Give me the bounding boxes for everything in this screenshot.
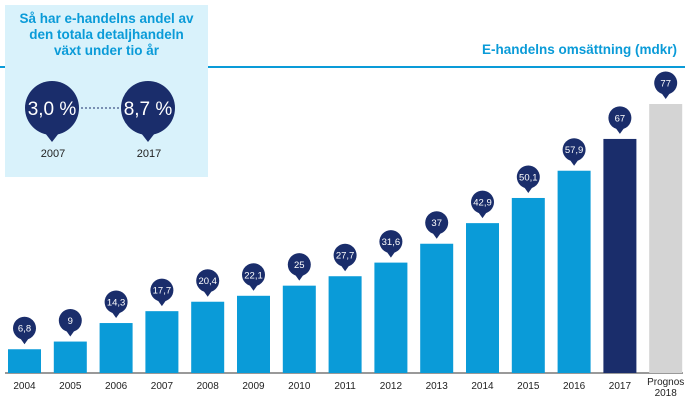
bar — [53, 341, 87, 373]
bar — [237, 295, 270, 373]
value-marker: 9 — [58, 309, 82, 337]
value-marker: 22,1 — [242, 263, 265, 291]
tick-label: 2011 — [334, 381, 356, 392]
bar — [191, 301, 225, 373]
value-label: 57,9 — [565, 145, 584, 156]
value-marker: 77 — [654, 71, 678, 99]
tick-label: 2016 — [563, 381, 586, 392]
tick-label: 2004 — [13, 381, 36, 392]
tick-label: 2005 — [59, 381, 82, 392]
value-labels-layer: 6,8 9 14,3 17,7 20,4 22,1 25 27,7 31,6 37 42,9 50,1… — [13, 71, 678, 345]
bar — [649, 104, 683, 373]
share-bubble-to: 8,7 % — [121, 81, 175, 142]
bar — [603, 138, 637, 373]
value-marker: 17,7 — [150, 278, 174, 307]
bar — [420, 243, 454, 373]
share-info-title: Så har e-handelns andel av den totala de… — [5, 11, 208, 59]
value-label: 77 — [660, 79, 671, 90]
tick-label: 2007 — [151, 381, 174, 392]
share-info-title-line: den totala detaljhandeln — [29, 27, 184, 42]
bar — [374, 262, 408, 373]
value-label: 17,7 — [153, 286, 172, 297]
tick-label: 2017 — [609, 381, 632, 392]
value-label: 37 — [431, 218, 442, 229]
tick-label: 2014 — [471, 381, 494, 392]
value-label: 9 — [68, 316, 73, 327]
value-label: 67 — [615, 113, 626, 124]
value-label: 50,1 — [519, 172, 538, 183]
bar — [282, 285, 316, 373]
chart-title: E-handelns omsättning (mdkr) — [481, 42, 677, 57]
value-label: 27,7 — [336, 251, 355, 262]
tick-label: 2013 — [426, 381, 449, 392]
tick-label: 2008 — [197, 381, 220, 392]
bar — [328, 276, 362, 373]
bar — [8, 349, 41, 373]
tick-labels-layer: 2004 2005 2006 2007 2008 2009 2010 2011 2012 2013… — [13, 377, 684, 399]
bars-layer — [8, 104, 683, 373]
value-marker: 25 — [287, 253, 311, 281]
share-year-from: 2007 — [41, 148, 65, 160]
tick-label: 2010 — [288, 381, 311, 392]
share-value-to: 8,7 % — [124, 99, 173, 120]
share-value-from: 3,0 % — [28, 99, 77, 120]
value-label: 25 — [294, 260, 305, 271]
value-marker: 20,4 — [196, 269, 220, 297]
value-marker: 42,9 — [471, 190, 494, 219]
value-marker: 14,3 — [104, 290, 128, 319]
share-year-to: 2017 — [137, 148, 161, 160]
share-info-title-line: Så har e-handelns andel av — [19, 11, 194, 26]
share-bubble-from: 3,0 % — [25, 81, 79, 142]
tick-label: Prognos 2018 — [647, 377, 684, 399]
value-label: 31,6 — [382, 237, 401, 248]
value-marker: 31,6 — [379, 230, 403, 258]
value-marker: 37 — [425, 211, 449, 239]
value-label: 22,1 — [244, 270, 263, 281]
share-info-box: Så har e-handelns andel av den totala de… — [5, 5, 208, 177]
bar — [466, 223, 499, 373]
bar — [557, 170, 591, 373]
share-bubbles: 3,0 % 8,7 % 2007 2017 — [25, 81, 175, 160]
share-info-title-line: växt under tio år — [53, 43, 160, 58]
value-marker: 6,8 — [13, 316, 36, 345]
tick-label: 2006 — [105, 381, 128, 392]
value-label: 6,8 — [18, 324, 31, 335]
bar — [99, 323, 133, 373]
value-marker: 50,1 — [516, 165, 540, 193]
value-marker: 27,7 — [333, 243, 357, 272]
value-marker: 67 — [608, 106, 632, 134]
value-label: 20,4 — [198, 276, 217, 287]
tick-label: 2012 — [380, 381, 403, 392]
tick-label: 2009 — [242, 381, 265, 392]
value-label: 14,3 — [107, 298, 126, 309]
value-label: 42,9 — [473, 198, 492, 209]
bar — [145, 311, 179, 373]
bar — [511, 197, 545, 373]
tick-label: 2015 — [517, 381, 540, 392]
value-marker: 57,9 — [562, 138, 586, 166]
